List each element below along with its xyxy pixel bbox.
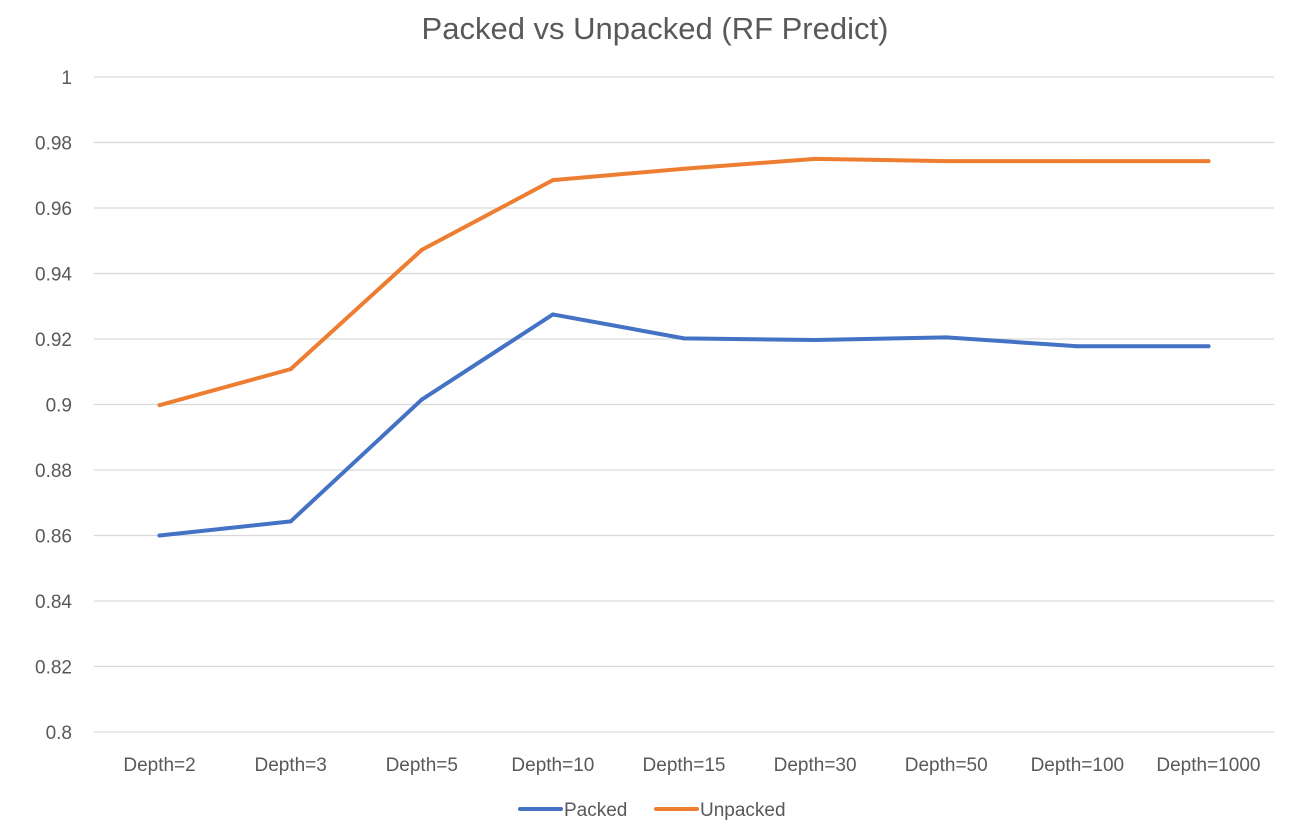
y-tick-label: 0.94 xyxy=(35,265,72,286)
legend-label: Unpacked xyxy=(700,800,786,821)
series-lines xyxy=(157,156,1211,538)
data-point xyxy=(157,533,162,538)
y-tick-label: 0.84 xyxy=(35,592,72,613)
x-tick-label: Depth=2 xyxy=(123,755,195,776)
y-tick-label: 0.92 xyxy=(35,330,72,351)
x-axis-ticks: Depth=2 Depth=3 Depth=5 Depth=10 Depth=15 Dep… xyxy=(123,755,1260,776)
x-tick-label: Depth=1000 xyxy=(1156,755,1260,776)
x-tick-label: Depth=30 xyxy=(774,755,857,776)
y-tick-label: 0.86 xyxy=(35,527,72,548)
x-tick-label: Depth=15 xyxy=(643,755,726,776)
data-point xyxy=(1206,344,1211,349)
data-point xyxy=(550,178,555,183)
y-tick-label: 0.8 xyxy=(46,723,72,744)
data-point xyxy=(1206,159,1211,164)
y-tick-label: 0.96 xyxy=(35,199,72,220)
series-unpacked xyxy=(157,156,1211,408)
y-tick-label: 0.82 xyxy=(35,658,72,679)
data-point xyxy=(682,336,686,341)
data-point xyxy=(813,337,818,342)
data-point xyxy=(682,166,686,171)
legend-label: Packed xyxy=(564,800,627,821)
x-tick-label: Depth=3 xyxy=(254,755,326,776)
chart-title: Packed vs Unpacked (RF Predict) xyxy=(422,11,889,46)
y-tick-label: 0.88 xyxy=(35,461,72,482)
y-tick-label: 0.9 xyxy=(46,396,72,417)
data-point xyxy=(419,397,424,402)
data-point xyxy=(944,335,949,340)
grid-lines xyxy=(94,76,1274,733)
legend: Packed Unpacked xyxy=(518,800,786,821)
series-packed xyxy=(157,312,1211,538)
data-point xyxy=(1075,159,1080,164)
x-tick-label: Depth=10 xyxy=(511,755,594,776)
x-tick-label: Depth=100 xyxy=(1031,755,1125,776)
x-tick-label: Depth=5 xyxy=(386,755,458,776)
y-tick-label: 0.98 xyxy=(35,134,72,155)
x-tick-label: Depth=50 xyxy=(905,755,988,776)
legend-item-packed: Packed xyxy=(518,800,627,821)
series-line-unpacked xyxy=(157,156,1211,408)
data-point xyxy=(419,247,424,252)
data-point xyxy=(288,519,293,524)
y-axis-ticks: 0.8 0.82 0.84 0.86 0.88 0.9 0.92 0.94 0.96 0.98 1 xyxy=(35,68,72,744)
y-tick-label: 1 xyxy=(61,68,72,89)
data-point xyxy=(157,403,162,408)
data-point xyxy=(813,156,818,161)
data-point xyxy=(288,367,293,372)
legend-item-unpacked: Unpacked xyxy=(654,800,786,821)
data-point xyxy=(1075,344,1080,349)
data-point xyxy=(944,159,949,164)
data-point xyxy=(550,312,555,317)
